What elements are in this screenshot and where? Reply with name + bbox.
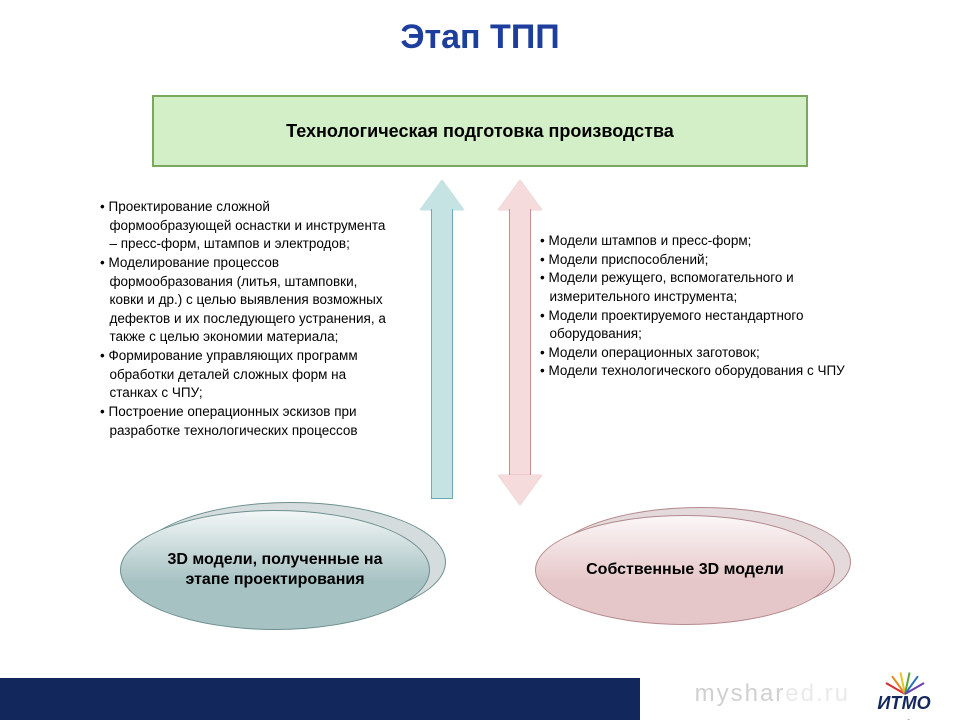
top-process-box: Технологическая подготовка производства <box>152 95 808 167</box>
left-up-arrow <box>420 180 464 500</box>
top-process-label: Технологическая подготовка производства <box>286 121 674 142</box>
right-ellipse-label: Собственные 3D модели <box>535 560 835 580</box>
page-title: Этап ТПП <box>0 18 960 57</box>
list-item: Модели приспособлений; <box>540 251 870 270</box>
list-item: Моделирование процессов формообразования… <box>100 254 390 347</box>
list-item: Модели операционных заготовок; <box>540 344 870 363</box>
logo-text: ИТМО <box>854 693 954 714</box>
left-bullet-list: Проектирование сложной формообразующей о… <box>100 198 390 440</box>
footer-bar <box>0 678 640 720</box>
watermark-text: myshared.ru <box>695 680 850 708</box>
right-ellipse: Собственные 3D модели <box>535 515 835 625</box>
left-ellipse: 3D модели, полученные на этапе проектиро… <box>120 510 430 630</box>
watermark-part2: ed.ru <box>785 680 850 707</box>
list-item: Формирование управляющих программ обрабо… <box>100 347 390 403</box>
watermark-part1: myshar <box>695 680 786 707</box>
right-double-arrow <box>498 180 542 505</box>
list-item: Модели проектируемого нестандартного обо… <box>540 307 870 344</box>
list-item: Построение операционных эскизов при разр… <box>100 403 390 440</box>
list-item: Модели технологического оборудования с Ч… <box>540 362 870 381</box>
itmo-logo: ИТМО ГОСУДАРСТВЕННЫЙ УНИВЕРСИТЕТ <box>854 660 954 716</box>
list-item: Проектирование сложной формообразующей о… <box>100 198 390 254</box>
right-bullet-list: Модели штампов и пресс-форм;Модели присп… <box>540 232 870 381</box>
list-item: Модели штампов и пресс-форм; <box>540 232 870 251</box>
left-ellipse-label: 3D модели, полученные на этапе проектиро… <box>120 550 430 590</box>
list-item: Модели режущего, вспомогательного и изме… <box>540 269 870 306</box>
